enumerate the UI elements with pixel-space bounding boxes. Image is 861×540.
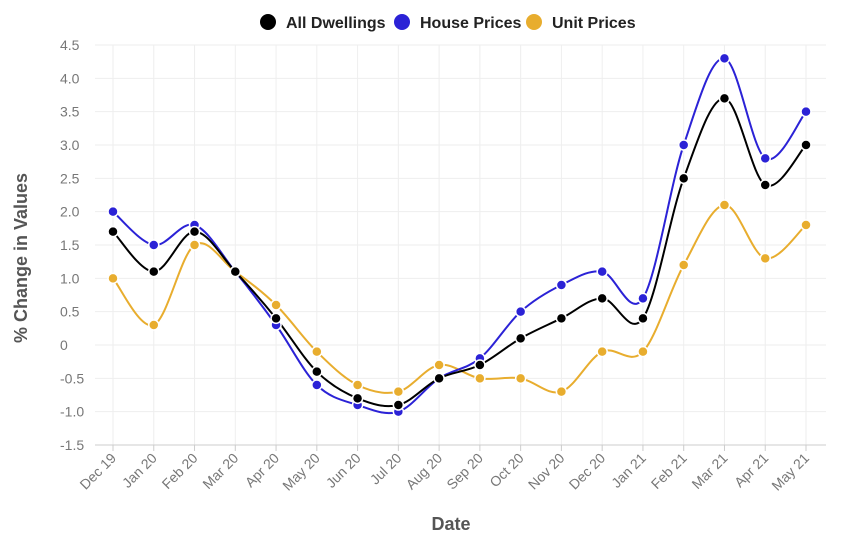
y-tick-label: 0 bbox=[60, 337, 68, 353]
data-point-house-prices[interactable] bbox=[800, 105, 812, 118]
data-point-unit-prices[interactable] bbox=[555, 385, 568, 398]
data-point-all-dwellings[interactable] bbox=[270, 312, 282, 325]
y-tick-label: 2.5 bbox=[60, 170, 80, 186]
data-point-unit-prices[interactable] bbox=[148, 319, 160, 331]
x-tick-label: Oct 20 bbox=[486, 450, 527, 491]
data-point-house-prices[interactable] bbox=[718, 52, 731, 65]
data-point-all-dwellings[interactable] bbox=[514, 332, 527, 345]
data-point-all-dwellings[interactable] bbox=[351, 392, 364, 405]
data-point-unit-prices[interactable] bbox=[596, 345, 608, 358]
x-tick-label: Dec 20 bbox=[566, 450, 609, 493]
legend-marker bbox=[260, 14, 276, 30]
x-tick-label: Aug 20 bbox=[403, 450, 446, 493]
data-point-house-prices[interactable] bbox=[759, 152, 771, 165]
data-point-unit-prices[interactable] bbox=[107, 272, 119, 285]
x-tick-label: Nov 20 bbox=[525, 450, 568, 493]
data-point-unit-prices[interactable] bbox=[351, 379, 364, 391]
data-point-unit-prices[interactable] bbox=[311, 345, 323, 358]
x-tick-label: Mar 21 bbox=[688, 450, 730, 492]
legend-label: All Dwellings bbox=[286, 15, 386, 32]
y-tick-label: 3.5 bbox=[60, 104, 80, 120]
data-point-all-dwellings[interactable] bbox=[311, 365, 323, 378]
x-tick-label: May 21 bbox=[768, 450, 812, 494]
data-point-all-dwellings[interactable] bbox=[718, 92, 731, 105]
y-tick-label: -1.5 bbox=[60, 437, 84, 453]
data-point-unit-prices[interactable] bbox=[759, 252, 771, 265]
data-point-all-dwellings[interactable] bbox=[637, 312, 649, 325]
data-point-unit-prices[interactable] bbox=[718, 199, 731, 211]
data-point-house-prices[interactable] bbox=[555, 279, 568, 291]
data-point-house-prices[interactable] bbox=[311, 379, 323, 391]
data-point-all-dwellings[interactable] bbox=[800, 139, 812, 151]
y-tick-label: 4.5 bbox=[60, 37, 80, 53]
data-point-all-dwellings[interactable] bbox=[433, 372, 445, 385]
legend-label: House Prices bbox=[420, 15, 521, 32]
data-point-all-dwellings[interactable] bbox=[555, 312, 568, 325]
x-tick-label: Apr 20 bbox=[242, 450, 283, 491]
data-point-all-dwellings[interactable] bbox=[759, 179, 771, 191]
data-point-unit-prices[interactable] bbox=[800, 219, 812, 231]
data-point-all-dwellings[interactable] bbox=[229, 265, 242, 278]
data-point-unit-prices[interactable] bbox=[188, 239, 201, 251]
data-point-unit-prices[interactable] bbox=[514, 372, 527, 385]
data-point-all-dwellings[interactable] bbox=[474, 359, 486, 371]
x-axis-title: Date bbox=[431, 514, 470, 534]
data-point-unit-prices[interactable] bbox=[433, 359, 445, 371]
data-point-all-dwellings[interactable] bbox=[188, 225, 201, 238]
data-point-house-prices[interactable] bbox=[148, 239, 160, 251]
data-point-unit-prices[interactable] bbox=[392, 385, 405, 398]
x-tick-label: Jan 21 bbox=[608, 450, 649, 491]
x-tick-label: Apr 21 bbox=[731, 450, 772, 491]
series-line-unit-prices bbox=[112, 203, 807, 394]
data-point-all-dwellings[interactable] bbox=[148, 265, 160, 278]
y-tick-label: 4.0 bbox=[60, 70, 80, 86]
y-tick-label: 0.5 bbox=[60, 304, 80, 320]
legend-marker bbox=[526, 14, 542, 30]
legend-marker bbox=[394, 14, 410, 30]
data-point-house-prices[interactable] bbox=[677, 139, 690, 151]
x-tick-label: Jul 20 bbox=[367, 450, 405, 488]
x-tick-label: Feb 20 bbox=[159, 450, 201, 492]
data-point-all-dwellings[interactable] bbox=[596, 292, 608, 305]
data-point-house-prices[interactable] bbox=[637, 292, 649, 305]
x-tick-label: Sep 20 bbox=[443, 450, 486, 493]
data-point-house-prices[interactable] bbox=[596, 265, 608, 278]
y-tick-label: 1.0 bbox=[60, 270, 80, 286]
series-points bbox=[107, 52, 812, 418]
y-axis-title: % Change in Values bbox=[11, 173, 31, 343]
y-axis-ticks: 4.5 4.0 3.5 3.0 2.5 2.0 1.5 1.0 0.5 0 -0.5 -1.0 -1.5 bbox=[60, 37, 84, 453]
data-point-all-dwellings[interactable] bbox=[677, 172, 690, 185]
data-point-unit-prices[interactable] bbox=[474, 372, 486, 385]
y-tick-label: -1.0 bbox=[60, 404, 84, 420]
data-point-all-dwellings[interactable] bbox=[107, 225, 119, 238]
x-tick-label: May 20 bbox=[279, 450, 323, 494]
y-tick-label: 3.0 bbox=[60, 137, 80, 153]
legend: All Dwellings House Prices Unit Prices bbox=[260, 14, 636, 32]
data-point-unit-prices[interactable] bbox=[677, 259, 690, 271]
x-tick-label: Dec 19 bbox=[76, 450, 119, 493]
data-point-house-prices[interactable] bbox=[107, 205, 119, 218]
data-point-unit-prices[interactable] bbox=[637, 345, 649, 358]
x-tick-label: Mar 20 bbox=[199, 450, 241, 492]
legend-label: Unit Prices bbox=[552, 15, 636, 32]
y-tick-label: -0.5 bbox=[60, 370, 84, 386]
x-tick-label: Feb 21 bbox=[648, 450, 690, 492]
y-tick-label: 1.5 bbox=[60, 237, 80, 253]
data-point-house-prices[interactable] bbox=[514, 305, 527, 318]
data-point-unit-prices[interactable] bbox=[270, 299, 282, 311]
x-tick-label: Jun 20 bbox=[323, 450, 364, 491]
x-tick-label: Jan 20 bbox=[119, 450, 160, 491]
data-point-all-dwellings[interactable] bbox=[392, 399, 405, 411]
y-tick-label: 2.0 bbox=[60, 204, 80, 220]
